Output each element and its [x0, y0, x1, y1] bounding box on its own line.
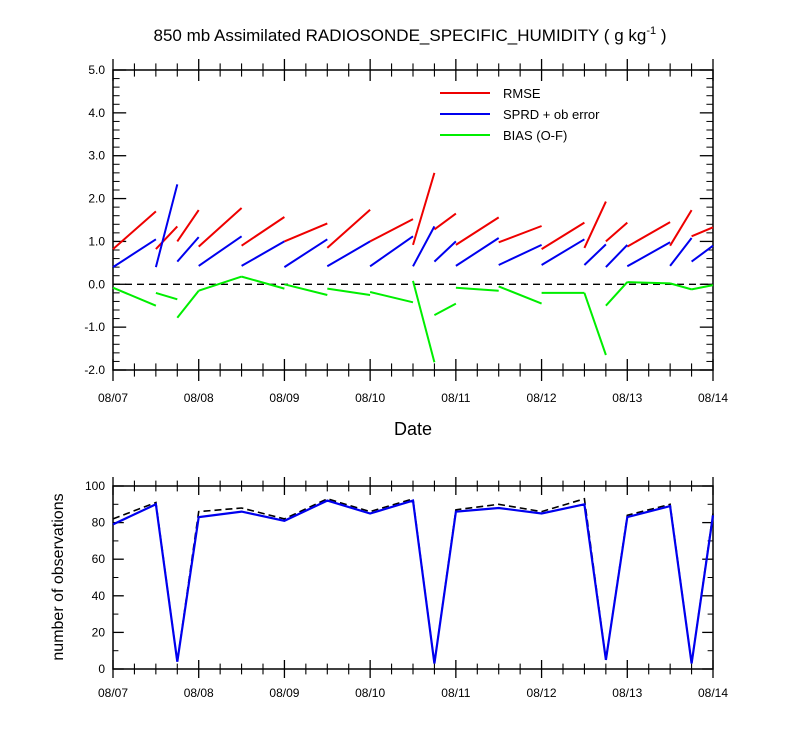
y-tick-label: 40	[92, 589, 106, 603]
top-chart: 08/07 08/08 08/09 08/10 08/11 08/12 08/13 08/14…	[84, 59, 728, 439]
x-tick-label: 08/10	[355, 391, 385, 405]
x-tick-label: 08/12	[527, 686, 557, 700]
y-tick-label: 0	[98, 662, 105, 676]
obs-total-line	[112, 497, 714, 664]
y-tick-label: 60	[92, 552, 106, 566]
y-tick-label: 2.0	[88, 192, 105, 206]
y-tick-label: 3.0	[88, 149, 105, 163]
x-tick-label: 08/08	[184, 391, 214, 405]
x-tick-label: 08/14	[698, 686, 728, 700]
x-tick-label: 08/07	[98, 686, 128, 700]
legend-label-sprd: SPRD + ob error	[503, 107, 600, 122]
sprd-series-line	[112, 184, 714, 268]
y-tick-label: 0.0	[88, 277, 105, 291]
x-axis-title: Date	[394, 419, 432, 439]
legend-label-bias: BIAS (O-F)	[503, 128, 567, 143]
y-tick-label: 80	[92, 516, 106, 530]
obs-assimilated-line	[112, 499, 715, 664]
y-axis-title: number of observations	[50, 493, 67, 660]
x-tick-label: 08/10	[355, 686, 385, 700]
plot-frame	[112, 485, 714, 670]
x-tick-label: 08/13	[612, 391, 642, 405]
y-tick-label: 4.0	[88, 106, 105, 120]
x-tick-label: 08/09	[269, 391, 299, 405]
bias-series-line	[112, 275, 714, 363]
y-tick-label: 100	[85, 479, 105, 493]
rmse-series-line	[112, 172, 714, 250]
x-tick-label: 08/07	[98, 391, 128, 405]
y-tick-label: -2.0	[84, 363, 105, 377]
y-tick-label: 5.0	[88, 63, 105, 77]
bottom-chart: 08/07 08/08 08/09 08/10 08/11 08/12 08/13 08/14…	[50, 477, 728, 700]
x-tick-label: 08/09	[269, 686, 299, 700]
y-tick-label: 20	[92, 625, 106, 639]
y-tick-label: -1.0	[84, 320, 105, 334]
legend-label-rmse: RMSE	[503, 86, 541, 101]
x-tick-label: 08/12	[527, 391, 557, 405]
x-tick-label: 08/14	[698, 391, 728, 405]
y-tick-label: 1.0	[88, 234, 105, 248]
x-tick-label: 08/11	[441, 686, 470, 700]
chart-title: 850 mb Assimilated RADIOSONDE_SPECIFIC_H…	[154, 25, 667, 45]
x-tick-label: 08/13	[612, 686, 642, 700]
x-tick-label: 08/11	[441, 391, 470, 405]
x-tick-label: 08/08	[184, 686, 214, 700]
